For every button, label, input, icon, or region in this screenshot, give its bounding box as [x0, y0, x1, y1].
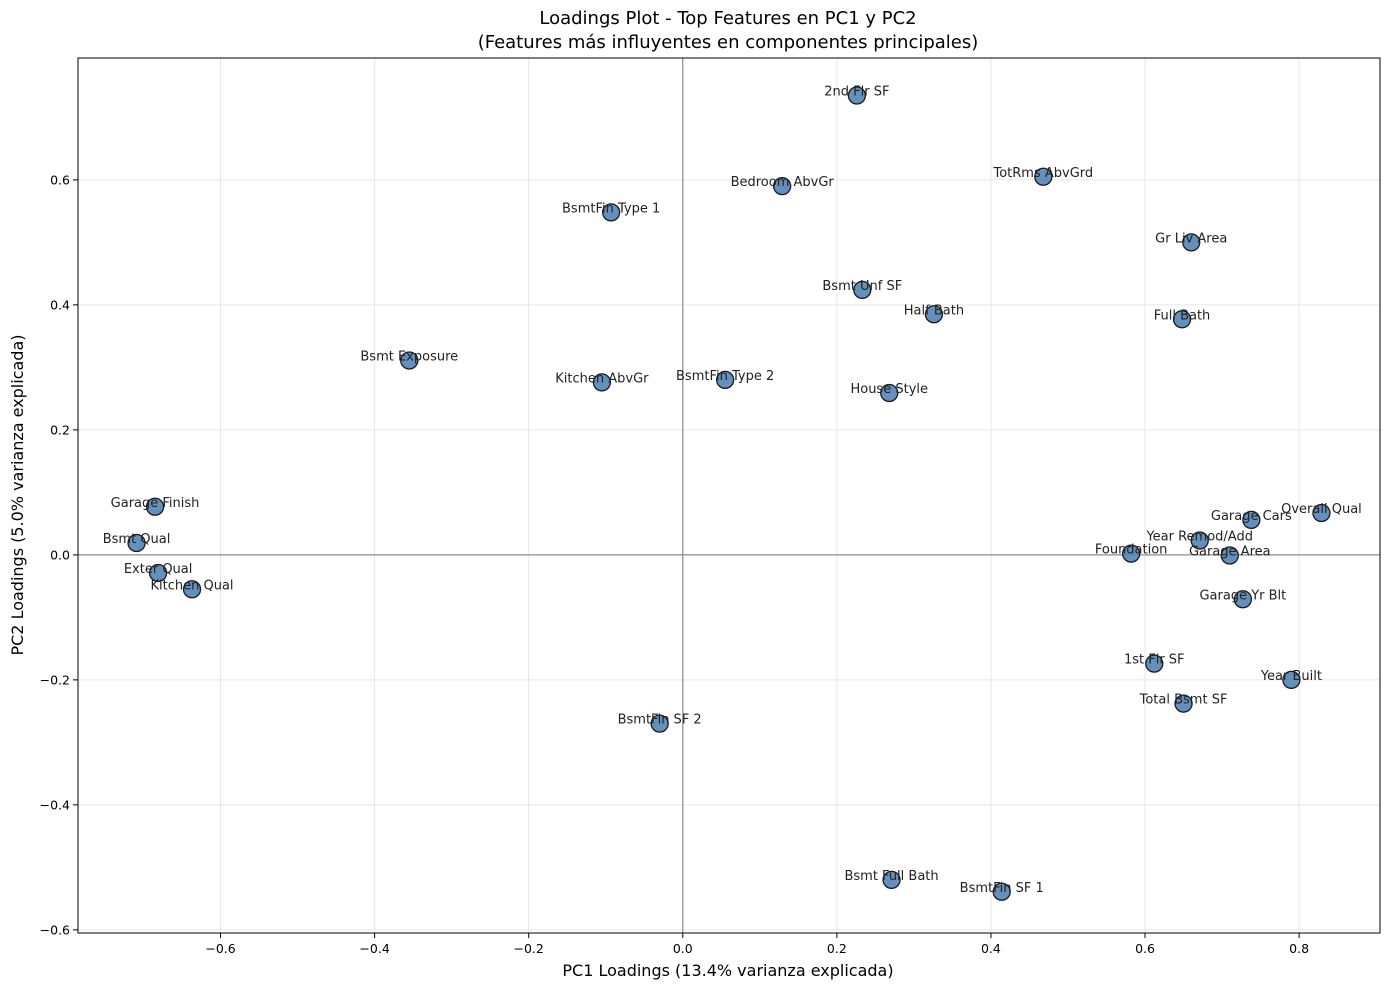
point-label: 1st Flr SF — [1124, 653, 1185, 668]
point-label: Garage Area — [1189, 545, 1271, 560]
x-tick-label: 0.4 — [981, 941, 1001, 956]
point-label: Bsmt Qual — [103, 532, 171, 547]
data-point — [1172, 310, 1192, 329]
point-label: BsmtFin Type 2 — [676, 369, 774, 384]
data-point — [992, 882, 1011, 901]
data-point — [650, 714, 669, 733]
y-axis-label: PC2 Loadings (5.0% varianza explicada) — [8, 334, 27, 655]
point-label: Half Bath — [904, 303, 964, 318]
x-tick-label: 0.8 — [1289, 941, 1309, 956]
axis-ticks: −0.6 −0.4 −0.2 0.0 0.2 0.4 0.6 0.8 −0.6 −0.4 −0.2 0… — [40, 172, 1309, 956]
data-points — [127, 86, 1331, 901]
point-label: Year Built — [1260, 669, 1322, 684]
plot-frame — [77, 57, 1381, 934]
x-tick-label: 0.6 — [1135, 941, 1155, 956]
x-tick-label: −0.2 — [514, 941, 544, 956]
data-point — [773, 176, 792, 196]
data-point — [882, 870, 901, 890]
x-tick-label: −0.4 — [359, 941, 389, 956]
point-label: Year Remod/Add — [1145, 530, 1253, 545]
data-point — [145, 497, 165, 516]
point-label: Gr Liv Area — [1155, 231, 1227, 246]
point-label: House Style — [850, 382, 928, 397]
data-point — [1034, 167, 1053, 186]
point-label: Bsmt Unf SF — [822, 279, 902, 294]
data-point — [847, 86, 867, 105]
data-point — [1174, 694, 1193, 713]
x-tick-label: 0.2 — [827, 941, 847, 956]
point-label: BsmtFin Type 1 — [562, 201, 660, 216]
point-label: 2nd Flr SF — [824, 85, 889, 100]
data-point — [182, 580, 202, 599]
data-point — [1122, 544, 1141, 563]
y-tick-label: −0.6 — [40, 922, 70, 937]
point-label: Garage Yr Blt — [1199, 588, 1286, 603]
point-label: Full Bath — [1154, 308, 1211, 323]
data-point — [400, 351, 419, 370]
y-tick-label: 0.4 — [50, 297, 70, 312]
point-label: BsmtFin SF 1 — [960, 881, 1044, 896]
point-labels: 2nd Flr SF TotRms AbvGrd Bedroom AbvGr Bsmt… — [103, 85, 1362, 896]
x-axis-label: PC1 Loadings (13.4% varianza explicada) — [562, 961, 893, 980]
x-tick-label: 0.0 — [673, 941, 693, 956]
data-point — [1190, 531, 1209, 550]
data-point — [880, 383, 899, 403]
point-label: Overall Qual — [1281, 502, 1362, 517]
y-tick-label: 0.2 — [50, 422, 70, 437]
data-point — [1242, 510, 1261, 530]
data-point — [592, 373, 612, 392]
reference-lines — [78, 58, 1380, 933]
data-point — [1182, 233, 1201, 252]
y-tick-label: 0.0 — [50, 547, 70, 562]
point-label: TotRms AbvGrd — [992, 166, 1093, 181]
data-point — [148, 563, 168, 583]
data-point — [1233, 590, 1253, 609]
y-tick-label: −0.4 — [40, 797, 70, 812]
chart-title: Loadings Plot - Top Features en PC1 y PC… — [539, 8, 916, 29]
y-tick-label: 0.6 — [50, 172, 70, 187]
data-point — [127, 533, 146, 553]
chart-subtitle: (Features más influyentes en componentes… — [478, 32, 979, 53]
data-point — [1220, 546, 1239, 565]
point-label: Exter Qual — [124, 562, 193, 577]
point-label: Total Bsmt SF — [1139, 693, 1228, 708]
point-label: Garage Cars — [1211, 509, 1292, 524]
data-point — [924, 305, 944, 324]
data-point — [1145, 654, 1164, 673]
point-label: Bsmt Full Bath — [844, 869, 938, 884]
point-label: Kitchen AbvGr — [555, 371, 649, 386]
y-tick-label: −0.2 — [40, 672, 70, 687]
data-point — [853, 280, 872, 300]
point-label: Garage Finish — [111, 496, 200, 511]
x-tick-label: −0.6 — [205, 941, 235, 956]
data-point — [601, 203, 621, 222]
point-label: Bedroom AbvGr — [731, 175, 835, 190]
data-point — [1282, 670, 1301, 690]
data-point — [715, 370, 735, 390]
point-label: Bsmt Exposure — [360, 350, 458, 365]
point-label: Foundation — [1095, 543, 1168, 558]
point-label: Kitchen Qual — [150, 578, 233, 593]
point-label: BsmtFin SF 2 — [618, 713, 702, 728]
data-point — [1312, 503, 1331, 523]
